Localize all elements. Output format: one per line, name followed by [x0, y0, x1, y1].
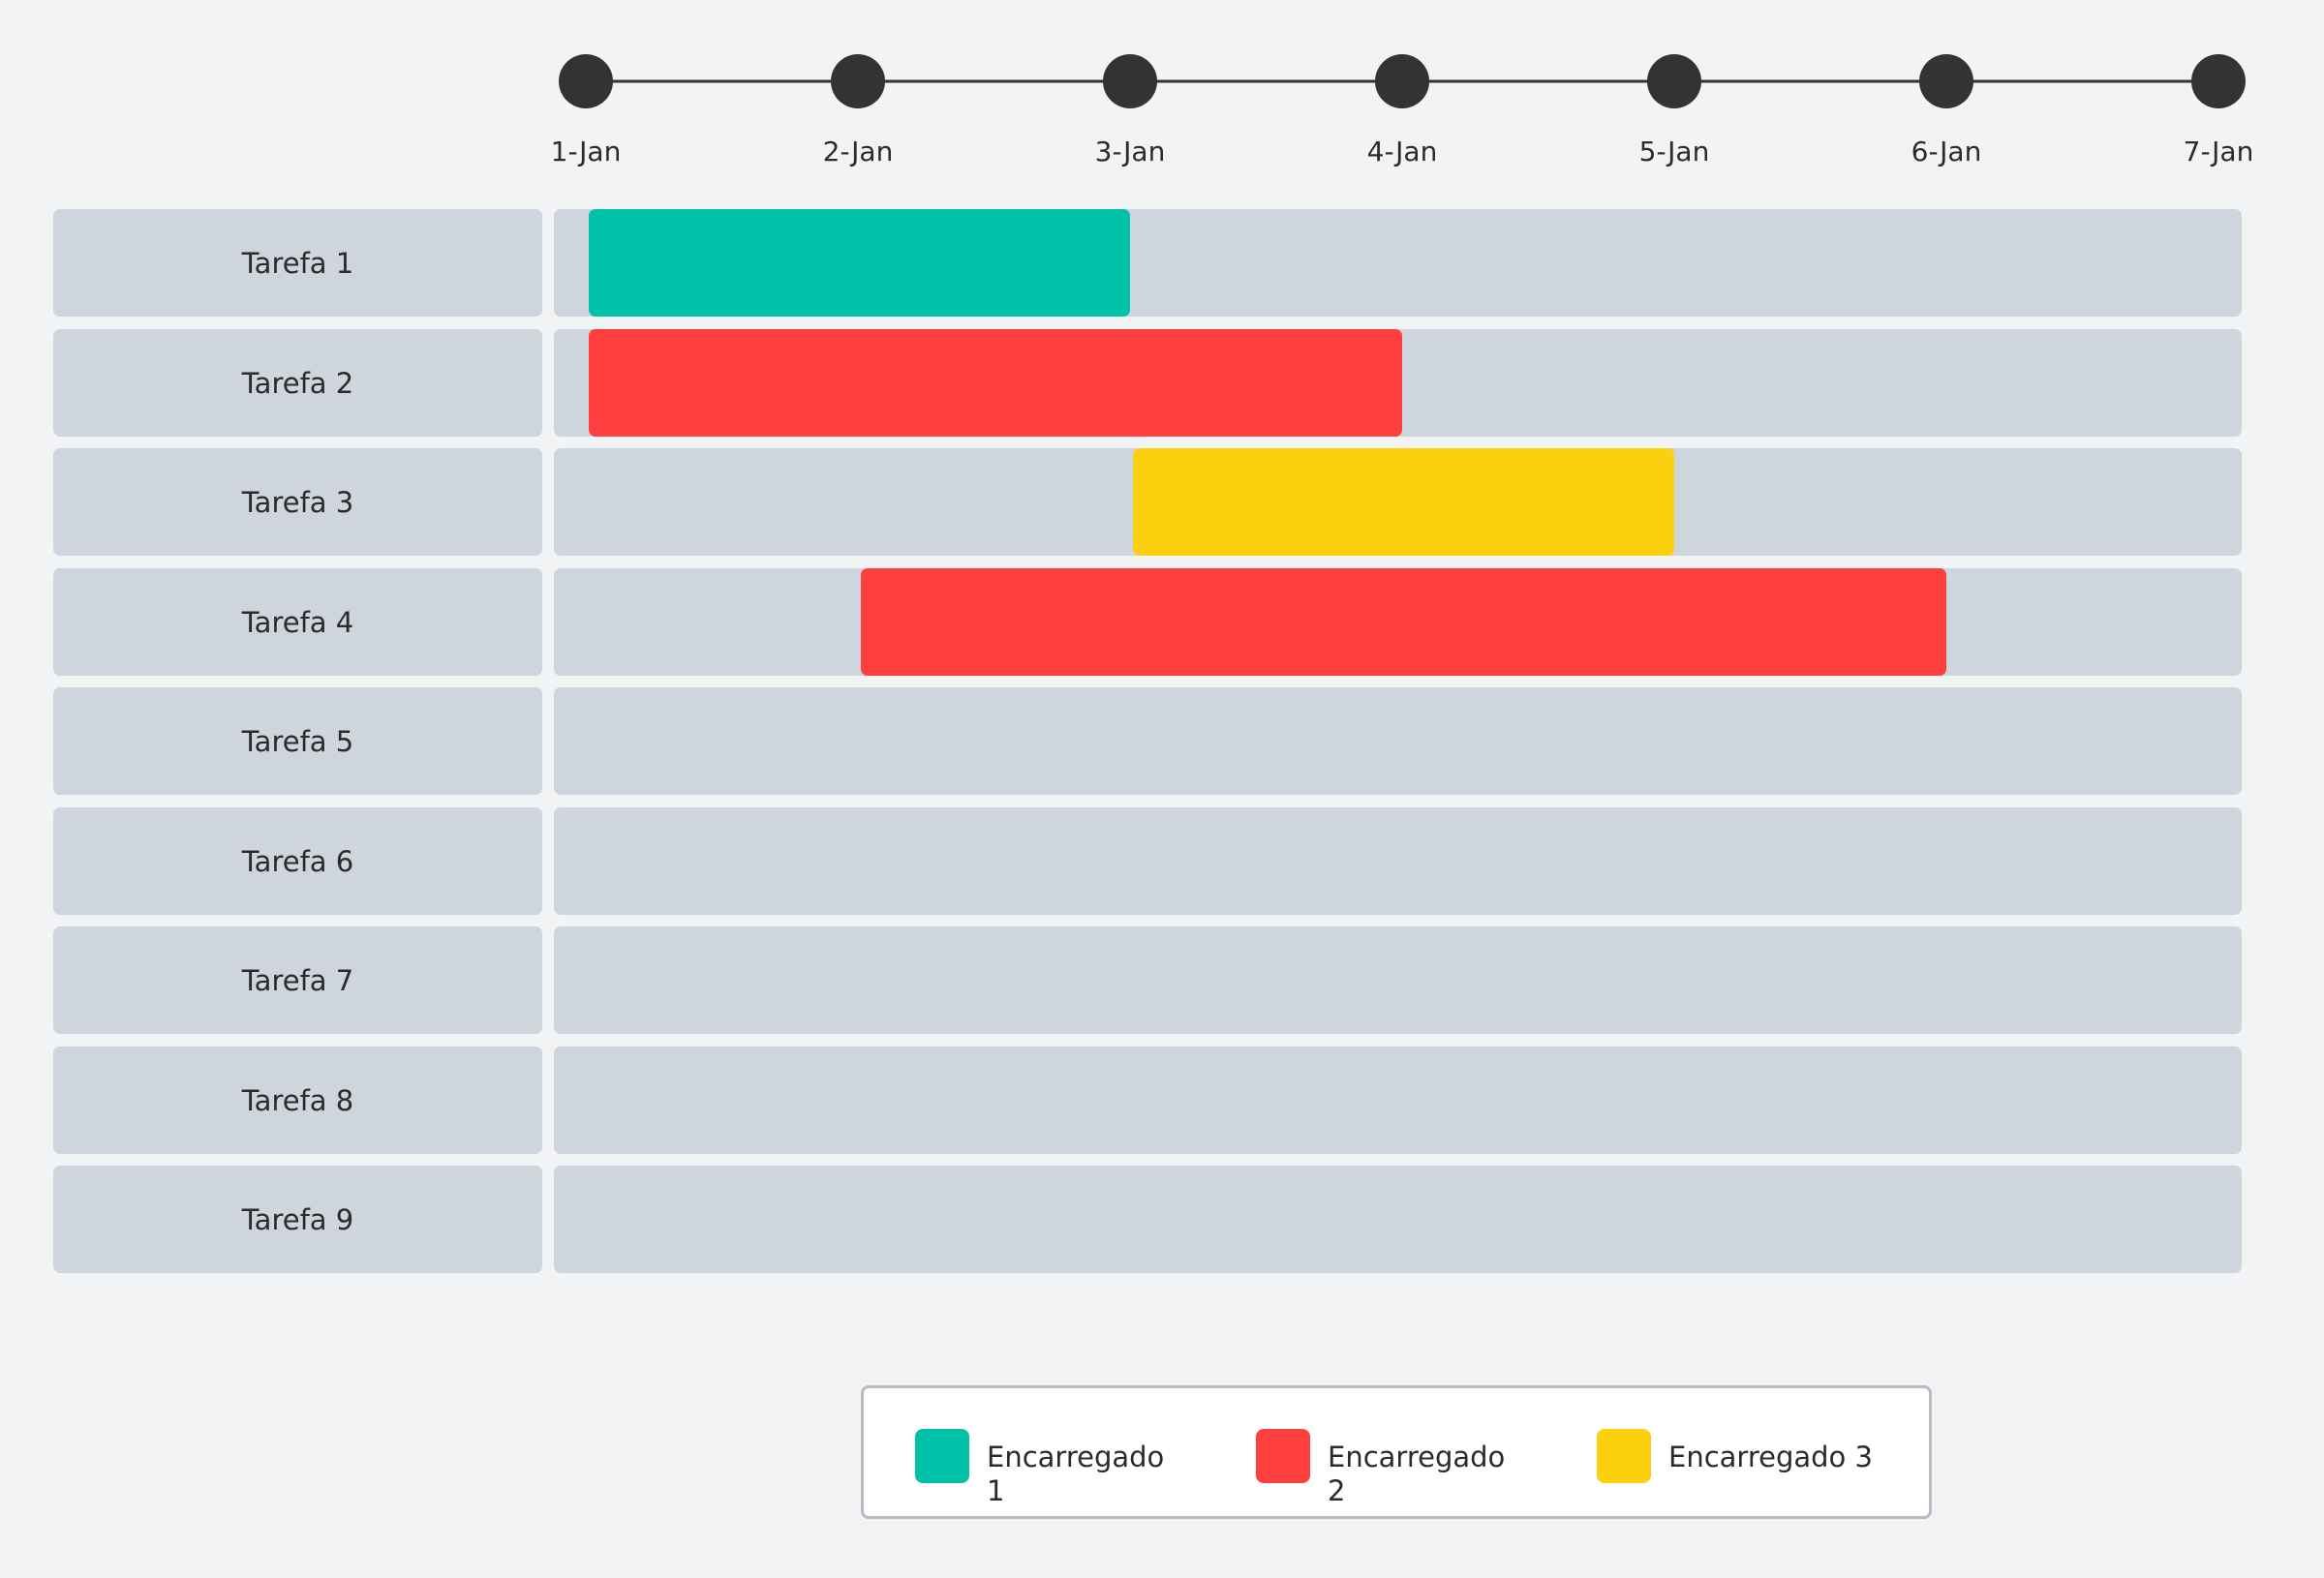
legend-item: Encarregado 2 [1256, 1429, 1512, 1508]
timeline-dot-7 [2191, 54, 2246, 108]
legend-label: Encarregado 3 [1668, 1441, 1873, 1473]
date-tick-label: 1-Jan [550, 136, 622, 167]
task-track [554, 1166, 2242, 1273]
task-label: Tarefa 1 [53, 209, 542, 317]
date-tick-label: 6-Jan [1911, 136, 1982, 167]
date-tick-label: 2-Jan [822, 136, 894, 167]
legend-item: Encarregado 3 [1597, 1429, 1920, 1483]
date-tick-label: 3-Jan [1094, 136, 1166, 167]
timeline-axis [559, 54, 2246, 108]
legend: Encarregado 1 Encarregado 2 Encarregado 3 [861, 1385, 1932, 1519]
legend-swatch [915, 1429, 969, 1483]
task-label: Tarefa 5 [53, 687, 542, 795]
task-label: Tarefa 8 [53, 1047, 542, 1154]
task-bar [861, 568, 1946, 676]
date-tick-label: 7-Jan [2183, 136, 2254, 167]
date-timeline: 1-Jan 2-Jan 3-Jan 4-Jan 5-Jan 6-Jan 7-Jan [0, 0, 2324, 194]
legend-swatch [1597, 1429, 1651, 1483]
task-rows: Tarefa 1 Tarefa 2 Tarefa 3 Tarefa 4 Tarefa 5… [53, 209, 2242, 1273]
task-label: Tarefa 4 [53, 568, 542, 676]
task-label: Tarefa 6 [53, 807, 542, 915]
task-label: Tarefa 7 [53, 926, 542, 1034]
task-bar [589, 329, 1402, 437]
task-track [554, 687, 2242, 795]
task-track [554, 1047, 2242, 1154]
timeline-dot-3 [1103, 54, 1157, 108]
legend-label: Encarregado 1 [987, 1441, 1165, 1507]
legend-label: Encarregado 2 [1328, 1441, 1506, 1507]
task-bar [589, 209, 1130, 317]
timeline-dot-4 [1375, 54, 1429, 108]
task-label: Tarefa 3 [53, 448, 542, 556]
task-label: Tarefa 9 [53, 1166, 542, 1273]
timeline-dot-5 [1647, 54, 1701, 108]
task-bar [1133, 448, 1674, 556]
date-tick-label: 5-Jan [1638, 136, 1710, 167]
task-track [554, 807, 2242, 915]
date-tick-label: 4-Jan [1366, 136, 1438, 167]
legend-item: Encarregado 1 [915, 1429, 1171, 1508]
timeline-dot-6 [1919, 54, 1973, 108]
timeline-dot-1 [559, 54, 613, 108]
timeline-dot-2 [831, 54, 885, 108]
task-label: Tarefa 2 [53, 329, 542, 437]
legend-swatch [1256, 1429, 1310, 1483]
task-track [554, 926, 2242, 1034]
